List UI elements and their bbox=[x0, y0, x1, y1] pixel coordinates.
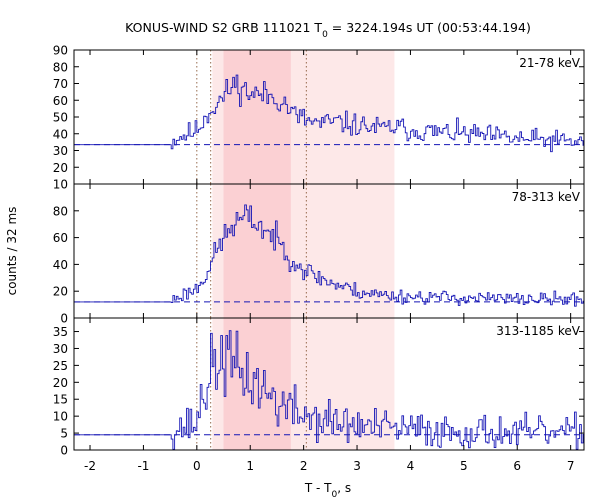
y-tick-label: 90 bbox=[53, 44, 68, 58]
panel-3: 0 5 10 15 20 25 30 35 313-1185 keV bbox=[53, 317, 585, 458]
y-tick-label: 40 bbox=[53, 258, 68, 272]
x-tick-label: -1 bbox=[137, 459, 149, 473]
y-tick-label: 10 bbox=[53, 410, 68, 424]
y-tick-label: 70 bbox=[53, 77, 68, 91]
y-tick-label: 20 bbox=[53, 285, 68, 299]
x-tick-label: 7 bbox=[567, 459, 575, 473]
y-tick-label: 50 bbox=[53, 111, 68, 125]
y-tick-label: 60 bbox=[53, 94, 68, 108]
y-tick-label: 60 bbox=[53, 231, 68, 245]
light-curve-series bbox=[74, 74, 584, 153]
y-tick-label: 80 bbox=[53, 60, 68, 74]
light-curve-series bbox=[74, 330, 584, 450]
x-tick-label: 5 bbox=[460, 459, 468, 473]
y-tick-label: 0 bbox=[60, 312, 68, 326]
y-tick-label: 15 bbox=[53, 393, 68, 407]
chart-title: KONUS-WIND S2 GRB 111021 T0 = 3224.194s … bbox=[125, 20, 531, 40]
x-tick-label: 1 bbox=[246, 459, 254, 473]
y-tick-label: 10 bbox=[53, 178, 68, 192]
y-tick-label: 0 bbox=[60, 444, 68, 458]
shaded-interval-dark bbox=[223, 318, 291, 450]
y-axis-title: counts / 32 ms bbox=[5, 207, 19, 296]
y-tick-label: 40 bbox=[53, 127, 68, 141]
light-curve-series bbox=[74, 204, 584, 307]
panel-frame bbox=[73, 317, 585, 451]
x-tick-label: 0 bbox=[193, 459, 201, 473]
energy-band-label: 313-1185 keV bbox=[496, 324, 580, 338]
y-tick-label: 25 bbox=[53, 359, 68, 373]
x-axis-title-subscript: 0 bbox=[332, 490, 338, 500]
x-tick-label: 6 bbox=[513, 459, 521, 473]
chart-title-subscript: 0 bbox=[322, 30, 328, 40]
x-axis-title-suffix: , s bbox=[337, 481, 351, 495]
x-axis-title-prefix: T - T bbox=[304, 481, 332, 495]
y-tick-label: 30 bbox=[53, 342, 68, 356]
x-tick-label: 3 bbox=[353, 459, 361, 473]
y-tick-label: 20 bbox=[53, 161, 68, 175]
chart-title-suffix: = 3224.194s UT (00:53:44.194) bbox=[328, 20, 531, 35]
y-tick-label: 30 bbox=[53, 144, 68, 158]
shaded-interval-dark bbox=[223, 50, 291, 184]
x-tick-label: 2 bbox=[300, 459, 308, 473]
energy-band-label: 78-313 keV bbox=[512, 190, 581, 204]
x-tick-label: 4 bbox=[407, 459, 415, 473]
energy-band-label: 21-78 keV bbox=[519, 56, 581, 70]
x-tick-label: -2 bbox=[84, 459, 96, 473]
y-tick-label: 20 bbox=[53, 376, 68, 390]
chart-title-prefix: KONUS-WIND S2 GRB 111021 T bbox=[125, 20, 322, 35]
x-axis-tick-labels: -2 -1 0 1 2 3 4 5 6 7 bbox=[84, 459, 574, 473]
y-tick-label: 80 bbox=[53, 204, 68, 218]
y-tick-label: 35 bbox=[53, 325, 68, 339]
panel-2: 0 20 40 60 80 78-313 keV bbox=[53, 183, 585, 326]
shaded-interval-dark bbox=[223, 184, 291, 318]
panel-1: 10 20 30 40 50 60 70 80 90 21-78 keV bbox=[53, 44, 585, 192]
x-axis-title: T - T0, s bbox=[304, 481, 351, 500]
y-tick-label: 5 bbox=[60, 427, 68, 441]
